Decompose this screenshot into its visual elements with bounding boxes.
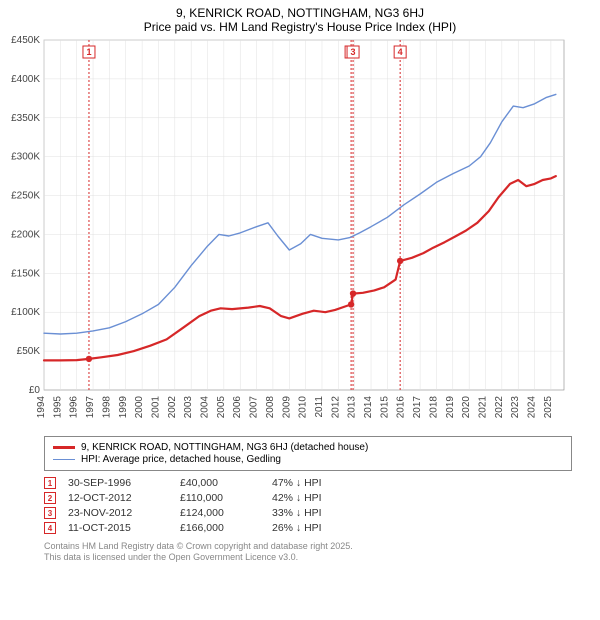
svg-text:1995: 1995 [52, 396, 63, 419]
svg-text:2021: 2021 [478, 396, 489, 419]
svg-text:2016: 2016 [396, 396, 407, 419]
svg-text:£0: £0 [29, 385, 41, 396]
svg-text:2023: 2023 [510, 396, 521, 419]
svg-text:£50K: £50K [17, 346, 41, 357]
transaction-price: £124,000 [180, 507, 260, 519]
svg-text:2019: 2019 [445, 396, 456, 419]
legend-row: 9, KENRICK ROAD, NOTTINGHAM, NG3 6HJ (de… [53, 442, 563, 453]
svg-text:2007: 2007 [249, 396, 260, 419]
svg-text:2017: 2017 [412, 396, 423, 419]
legend-label: 9, KENRICK ROAD, NOTTINGHAM, NG3 6HJ (de… [81, 442, 368, 453]
svg-text:2008: 2008 [265, 396, 276, 419]
transaction-marker: 1 [44, 477, 56, 489]
svg-text:2025: 2025 [543, 396, 554, 419]
transaction-row: 3 23-NOV-2012 £124,000 33% ↓ HPI [44, 507, 572, 519]
legend-swatch [53, 459, 75, 460]
transactions-table: 1 30-SEP-1996 £40,000 47% ↓ HPI 2 12-OCT-2012… [44, 477, 572, 534]
svg-text:1997: 1997 [85, 396, 96, 419]
transaction-row: 1 30-SEP-1996 £40,000 47% ↓ HPI [44, 477, 572, 489]
footer-attribution: Contains HM Land Registry data © Crown c… [44, 541, 572, 564]
svg-text:2010: 2010 [298, 396, 309, 419]
svg-text:2009: 2009 [281, 396, 292, 419]
svg-text:£200K: £200K [11, 229, 40, 240]
svg-text:£100K: £100K [11, 307, 40, 318]
transaction-date: 11-OCT-2015 [68, 522, 168, 534]
svg-text:2006: 2006 [232, 396, 243, 419]
svg-text:2001: 2001 [150, 396, 161, 419]
transaction-date: 30-SEP-1996 [68, 477, 168, 489]
svg-text:2014: 2014 [363, 396, 374, 419]
svg-text:£450K: £450K [11, 35, 40, 46]
transaction-row: 4 11-OCT-2015 £166,000 26% ↓ HPI [44, 522, 572, 534]
svg-text:2000: 2000 [134, 396, 145, 419]
svg-text:£250K: £250K [11, 191, 40, 202]
legend-row: HPI: Average price, detached house, Gedl… [53, 454, 563, 465]
legend: 9, KENRICK ROAD, NOTTINGHAM, NG3 6HJ (de… [44, 436, 572, 471]
svg-text:£350K: £350K [11, 113, 40, 124]
transaction-date: 12-OCT-2012 [68, 492, 168, 504]
footer-line-2: This data is licensed under the Open Gov… [44, 552, 572, 563]
svg-text:4: 4 [398, 47, 403, 57]
legend-label: HPI: Average price, detached house, Gedl… [81, 454, 281, 465]
chart-svg: £0 £50K £100K £150K £200K £250K £300K £350K £400… [0, 34, 600, 432]
transaction-marker: 3 [44, 507, 56, 519]
footer-line-1: Contains HM Land Registry data © Crown c… [44, 541, 572, 552]
svg-text:1: 1 [86, 47, 91, 57]
svg-text:£400K: £400K [11, 74, 40, 85]
transaction-marker: 2 [44, 492, 56, 504]
svg-text:2005: 2005 [216, 396, 227, 419]
svg-text:2004: 2004 [200, 396, 211, 419]
transaction-price: £166,000 [180, 522, 260, 534]
transaction-price: £40,000 [180, 477, 260, 489]
svg-text:£150K: £150K [11, 268, 40, 279]
legend-swatch [53, 446, 75, 448]
svg-text:2018: 2018 [428, 396, 439, 419]
svg-text:£300K: £300K [11, 152, 40, 163]
transaction-pct: 47% ↓ HPI [272, 477, 372, 489]
transaction-marker: 4 [44, 522, 56, 534]
svg-text:2020: 2020 [461, 396, 472, 419]
svg-text:2024: 2024 [527, 396, 538, 419]
transaction-pct: 26% ↓ HPI [272, 522, 372, 534]
title-sub: Price paid vs. HM Land Registry's House … [0, 20, 600, 34]
svg-text:1998: 1998 [101, 396, 112, 419]
svg-text:2011: 2011 [314, 396, 325, 418]
svg-text:1994: 1994 [36, 396, 47, 419]
svg-text:2002: 2002 [167, 396, 178, 419]
svg-text:3: 3 [351, 47, 356, 57]
transaction-row: 2 12-OCT-2012 £110,000 42% ↓ HPI [44, 492, 572, 504]
svg-text:2022: 2022 [494, 396, 505, 419]
svg-text:2012: 2012 [330, 396, 341, 419]
transaction-price: £110,000 [180, 492, 260, 504]
svg-text:2013: 2013 [347, 396, 358, 419]
svg-text:1996: 1996 [69, 396, 80, 419]
svg-text:2003: 2003 [183, 396, 194, 419]
transaction-pct: 42% ↓ HPI [272, 492, 372, 504]
title-main: 9, KENRICK ROAD, NOTTINGHAM, NG3 6HJ [0, 6, 600, 20]
transaction-pct: 33% ↓ HPI [272, 507, 372, 519]
svg-text:2015: 2015 [379, 396, 390, 419]
chart-titles: 9, KENRICK ROAD, NOTTINGHAM, NG3 6HJ Pri… [0, 0, 600, 34]
chart-area: £0 £50K £100K £150K £200K £250K £300K £350K £400… [0, 34, 600, 432]
svg-text:1999: 1999 [118, 396, 129, 419]
transaction-date: 23-NOV-2012 [68, 507, 168, 519]
